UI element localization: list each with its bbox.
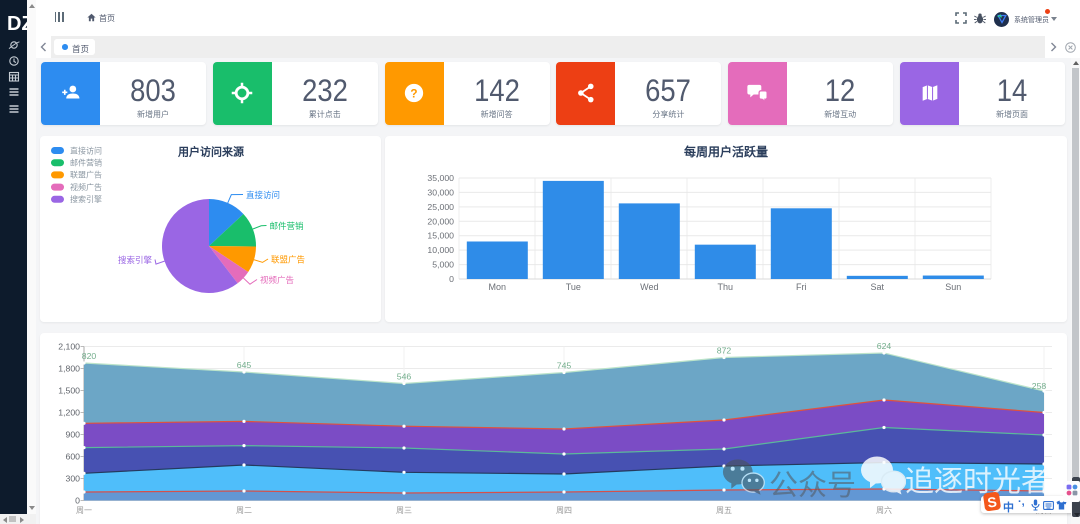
svg-text:Sat: Sat bbox=[871, 282, 885, 292]
svg-text:周二: 周二 bbox=[236, 506, 252, 515]
svg-text:周四: 周四 bbox=[556, 506, 572, 515]
svg-text:2,100: 2,100 bbox=[58, 342, 80, 352]
svg-text:搜索引擎: 搜索引擎 bbox=[118, 255, 153, 265]
svg-text:0: 0 bbox=[449, 274, 454, 284]
svg-text:Mon: Mon bbox=[489, 282, 507, 292]
svg-text:300: 300 bbox=[66, 474, 81, 484]
svg-text:20,000: 20,000 bbox=[427, 216, 454, 226]
svg-text:820: 820 bbox=[82, 351, 97, 361]
svg-text:搜索引擎: 搜索引擎 bbox=[70, 194, 102, 204]
svg-text:视频广告: 视频广告 bbox=[70, 182, 102, 192]
svg-text:用户访问来源: 用户访问来源 bbox=[178, 145, 244, 159]
svg-text:周三: 周三 bbox=[396, 506, 412, 515]
svg-text:视频广告: 视频广告 bbox=[260, 275, 294, 285]
svg-text:Tue: Tue bbox=[566, 282, 581, 292]
svg-text:0: 0 bbox=[75, 496, 80, 506]
svg-text:600: 600 bbox=[66, 452, 81, 462]
svg-text:?: ? bbox=[411, 87, 418, 100]
svg-text:联盟广告: 联盟广告 bbox=[70, 170, 102, 180]
svg-text:邮件营销: 邮件营销 bbox=[270, 221, 305, 231]
svg-text:25,000: 25,000 bbox=[427, 202, 454, 212]
svg-text:Fri: Fri bbox=[796, 282, 807, 292]
svg-text:1,500: 1,500 bbox=[58, 386, 80, 396]
svg-text:Thu: Thu bbox=[718, 282, 734, 292]
svg-text:联盟广告: 联盟广告 bbox=[271, 255, 305, 265]
svg-text:872: 872 bbox=[717, 346, 732, 356]
svg-text:30,000: 30,000 bbox=[427, 187, 454, 197]
svg-text:周五: 周五 bbox=[716, 506, 732, 515]
svg-text:10,000: 10,000 bbox=[427, 245, 454, 255]
svg-text:周六: 周六 bbox=[876, 505, 892, 515]
svg-text:258: 258 bbox=[1032, 381, 1047, 391]
svg-text:745: 745 bbox=[557, 361, 572, 371]
svg-text:15,000: 15,000 bbox=[427, 231, 454, 241]
svg-text:直接访问: 直接访问 bbox=[70, 145, 102, 155]
svg-text:624: 624 bbox=[877, 341, 892, 351]
svg-text:1,800: 1,800 bbox=[58, 364, 80, 374]
svg-text:周一: 周一 bbox=[76, 506, 92, 515]
svg-text:900: 900 bbox=[66, 430, 81, 440]
svg-text:S: S bbox=[986, 493, 997, 510]
svg-text:546: 546 bbox=[397, 372, 412, 382]
svg-text:邮件营销: 邮件营销 bbox=[70, 158, 102, 168]
svg-text:1,200: 1,200 bbox=[58, 408, 80, 418]
svg-text:每周用户活跃量: 每周用户活跃量 bbox=[684, 144, 768, 159]
svg-text:645: 645 bbox=[237, 360, 252, 370]
svg-text:直接访问: 直接访问 bbox=[246, 190, 280, 200]
svg-text:5,000: 5,000 bbox=[432, 260, 454, 270]
svg-text:35,000: 35,000 bbox=[427, 173, 454, 183]
svg-text:Wed: Wed bbox=[640, 282, 658, 292]
svg-text:Sun: Sun bbox=[945, 282, 961, 292]
